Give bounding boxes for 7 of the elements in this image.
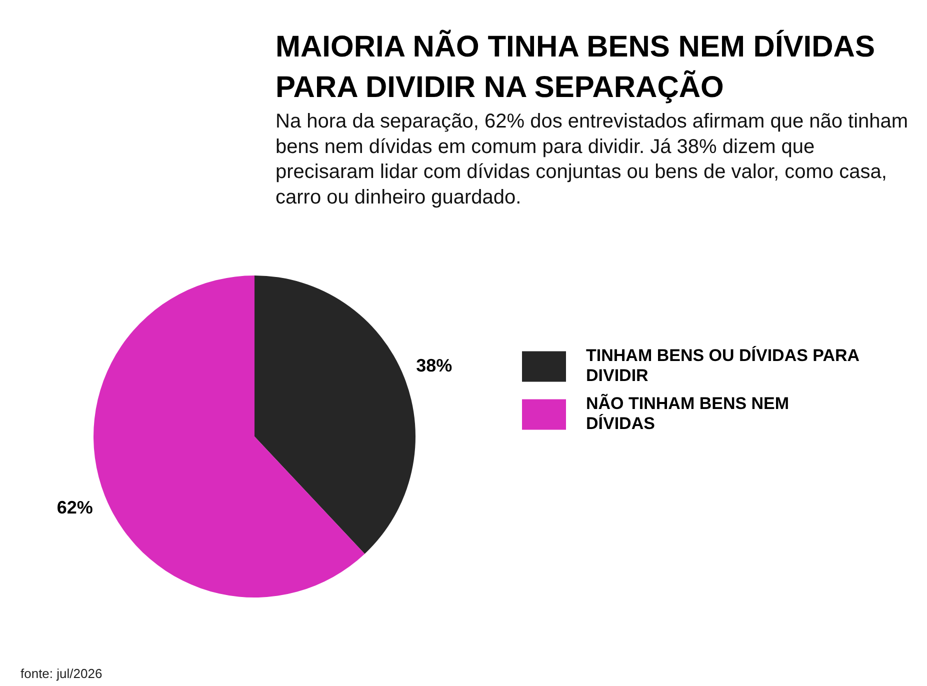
data-label: 62% [56,498,93,518]
legend-label: NÃO TINHAM BENS NEM DÍVIDAS [586,394,790,434]
chart-subtitle: Na hora da separação, 62% dos entrevistados afirmam que não tinham bens nem dívidas em comum para dividir. Já 38% dizem que precisaram lidar com dívidas conjuntas ou bens de valor, como casa, carro ou dinheiro guardado. [276,110,908,208]
data-label: 38% [416,355,452,376]
legend-label: TINHAM BENS OU DÍVIDAS PARA DIVIDIR [586,346,860,386]
chart-title: MAIORIA NÃO TINHA BENS NEM DÍVIDAS PARA DIVIDIR NA SEPARAÇÃO [276,30,875,104]
source-note: fonte: jul/2026 [20,666,102,681]
